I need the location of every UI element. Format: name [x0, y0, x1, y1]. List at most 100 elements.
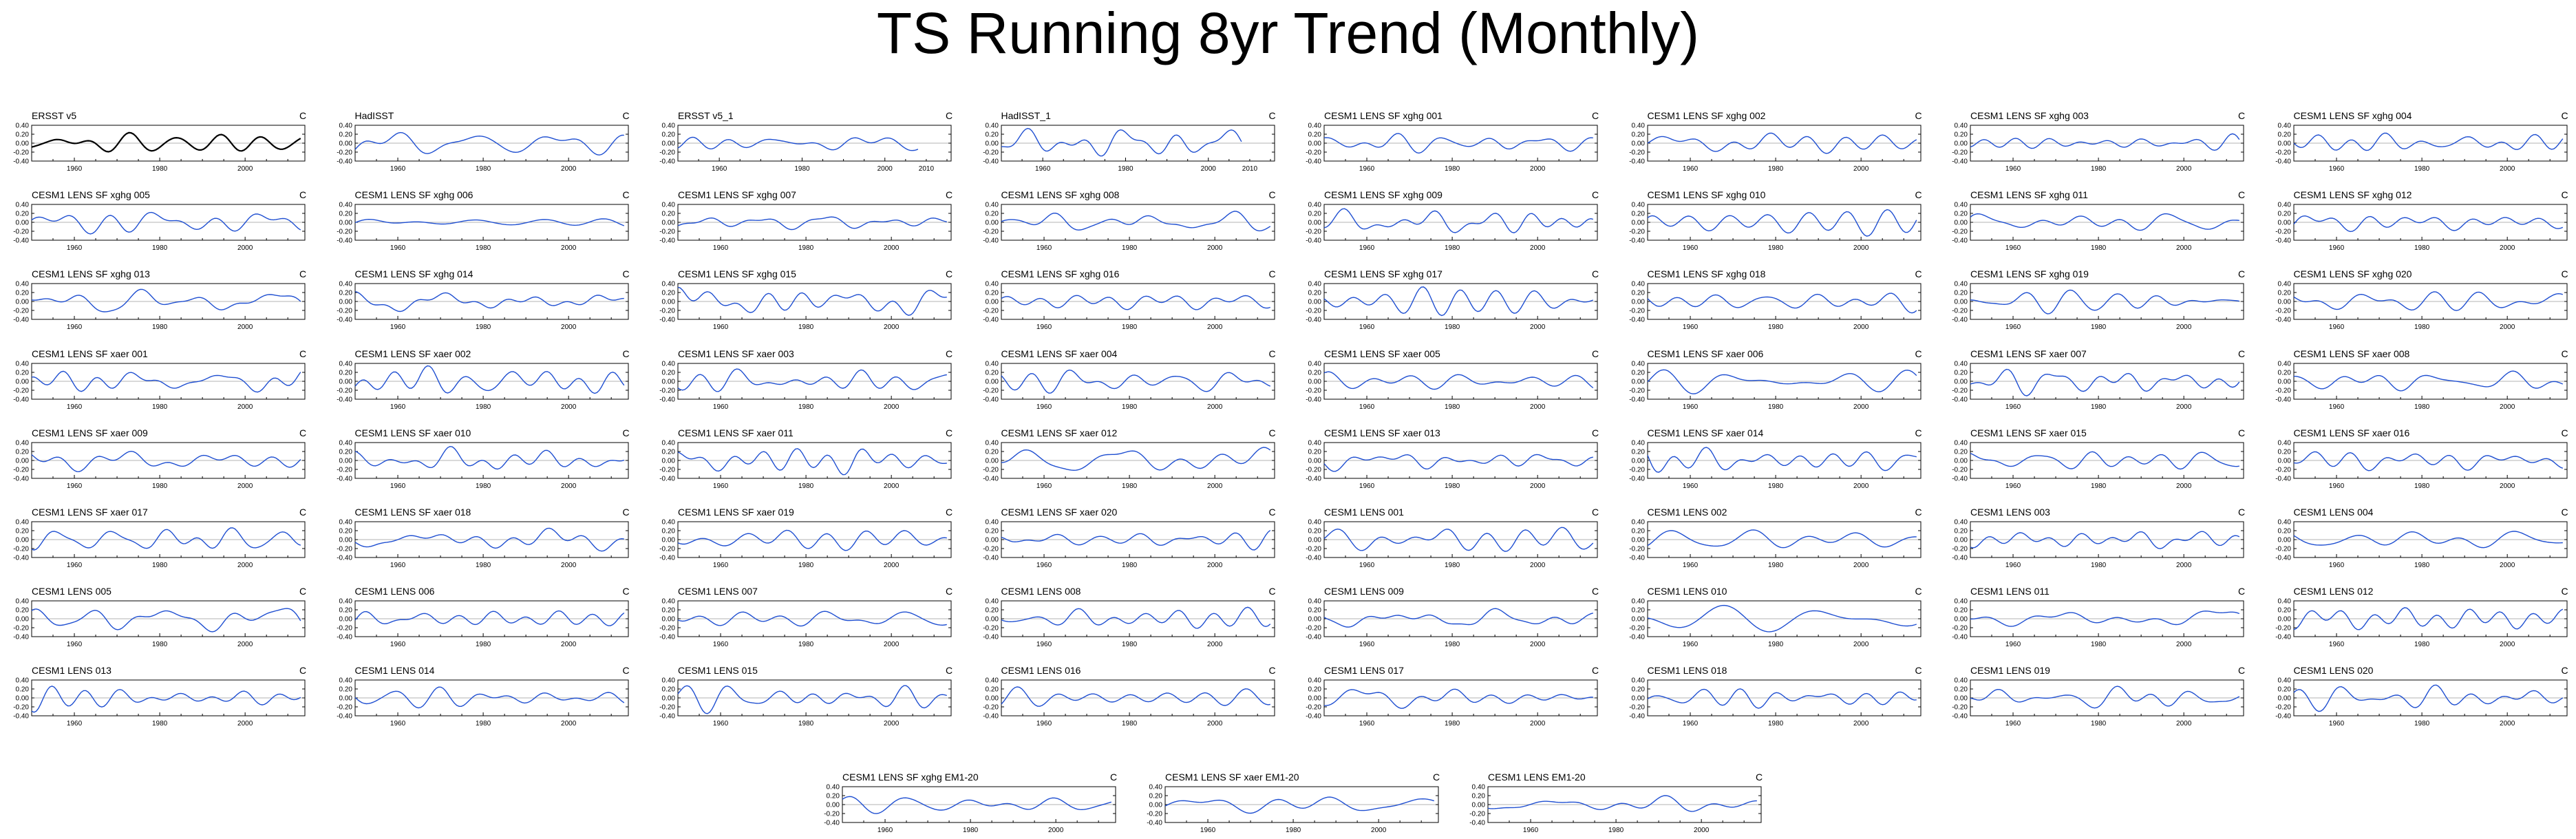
series-line	[1000, 369, 1270, 394]
x-tick-label: 1980	[798, 482, 814, 490]
panel-unit: C	[1268, 507, 1276, 518]
x-tick-label: 2000	[237, 403, 253, 411]
x-tick-label: 1980	[1121, 562, 1137, 569]
series-line	[354, 365, 624, 394]
y-tick-label: -0.40	[659, 158, 675, 166]
x-tick-label: 1980	[1121, 323, 1137, 331]
panel: CESM1 LENS SF xghg 008 C -0.40 -0.20 0.00 0.2…	[983, 189, 1276, 253]
x-tick-label: 2000	[1048, 827, 1064, 834]
series-line	[1647, 209, 1917, 237]
x-tick-label: 1980	[2091, 562, 2107, 569]
x-tick-label: 1980	[1445, 720, 1460, 728]
y-tick-label: 0.00	[2277, 457, 2291, 465]
x-tick-label: 2000	[884, 720, 900, 728]
panel: CESM1 LENS SF xaer 003 C -0.40 -0.20 0.00 0.2…	[659, 348, 952, 412]
panel: CESM1 LENS 017 C -0.40 -0.20 0.00 0.20 0.40 196…	[1306, 665, 1599, 728]
y-tick-label: 0.20	[1631, 211, 1645, 218]
panel-unit: C	[1592, 427, 1599, 438]
y-tick-label: 0.20	[1308, 290, 1322, 297]
y-tick-label: -0.20	[2275, 466, 2291, 474]
y-tick-label: 0.00	[1955, 140, 1968, 148]
x-tick-label: 2000	[2500, 482, 2515, 490]
y-tick-label: 0.00	[1631, 695, 1645, 703]
x-tick-label: 2000	[237, 323, 253, 331]
y-tick-label: 0.00	[985, 378, 999, 385]
panel-title: CESM1 LENS SF xaer 005	[1324, 348, 1440, 359]
y-tick-label: 0.40	[16, 123, 30, 130]
y-tick-label: 0.00	[2277, 220, 2291, 227]
x-tick-label: 1960	[2005, 641, 2021, 648]
y-tick-label: -0.20	[1306, 546, 1321, 553]
panel-title: CESM1 LENS 013	[32, 665, 111, 677]
y-tick-label: -0.40	[983, 713, 999, 721]
y-tick-label: -0.40	[983, 396, 999, 403]
panel-unit: C	[622, 586, 630, 597]
y-tick-label: 0.00	[985, 220, 999, 227]
panel: CESM1 LENS 002 C -0.40 -0.20 0.00 0.20 0.40 196…	[1629, 507, 1922, 570]
y-tick-label: 0.00	[985, 537, 999, 544]
panel-title: CESM1 LENS SF xghg 002	[1647, 110, 1766, 121]
panel: CESM1 LENS SF xghg 015 C -0.40 -0.20 0.00 0.2…	[659, 268, 952, 332]
x-tick-label: 1980	[2091, 720, 2107, 728]
y-tick-label: 0.40	[339, 202, 352, 209]
x-tick-label: 2000	[1530, 482, 1546, 490]
panel-title: CESM1 LENS 002	[1647, 507, 1727, 518]
y-tick-label: 0.40	[1955, 677, 1968, 685]
y-tick-label: -0.40	[1952, 158, 1968, 166]
y-tick-label: -0.40	[337, 317, 352, 324]
y-tick-label: -0.20	[659, 308, 675, 315]
panel: CESM1 LENS SF xghg 018 C -0.40 -0.20 0.00 0.2…	[1629, 268, 1922, 332]
x-tick-label: 1960	[1359, 165, 1375, 173]
panel-unit: C	[2561, 507, 2568, 518]
panel-title: CESM1 LENS SF xaer 014	[1647, 427, 1764, 438]
x-tick-label: 1980	[1767, 641, 1783, 648]
panel: CESM1 LENS SF xghg 017 C -0.40 -0.20 0.00 0.2…	[1306, 268, 1599, 332]
x-tick-label: 1980	[475, 482, 491, 490]
x-tick-label: 1980	[2414, 165, 2429, 173]
x-tick-label: 2000	[2500, 165, 2515, 173]
y-tick-label: -0.20	[13, 546, 29, 553]
y-tick-label: 0.40	[1631, 123, 1645, 130]
x-tick-label: 1960	[1359, 323, 1375, 331]
y-tick-label: -0.20	[1952, 387, 1968, 394]
panel-unit: C	[299, 665, 307, 677]
x-tick-label: 2000	[2176, 720, 2192, 728]
y-tick-label: 0.00	[2277, 299, 2291, 306]
y-tick-label: 0.00	[985, 457, 999, 465]
panel: CESM1 LENS SF xaer 009 C -0.40 -0.20 0.00 0.2…	[13, 427, 306, 491]
panel-unit: C	[2238, 507, 2246, 518]
panel: CESM1 LENS 003 C -0.40 -0.20 0.00 0.20 0.40 196…	[1952, 507, 2246, 570]
y-tick-label: 0.00	[1631, 537, 1645, 544]
x-tick-label: 2000	[1694, 827, 1710, 834]
y-tick-label: 0.40	[339, 281, 352, 288]
x-tick-label: 2000	[2176, 482, 2192, 490]
y-tick-label: 0.20	[985, 131, 999, 139]
panel: CESM1 LENS SF xghg 001 C -0.40 -0.20 0.00 0.2…	[1306, 110, 1599, 173]
panel-title: CESM1 LENS SF xghg 020	[2293, 268, 2412, 280]
y-tick-label: 0.20	[1308, 607, 1322, 615]
panel: CESM1 LENS 016 C -0.40 -0.20 0.00 0.20 0.40 196…	[983, 665, 1276, 728]
panel: CESM1 LENS SF xghg 007 C -0.40 -0.20 0.00 0.2…	[659, 189, 952, 253]
panel-title: CESM1 LENS EM1-20	[1488, 772, 1586, 783]
y-tick-label: -0.20	[13, 625, 29, 633]
y-tick-label: 0.40	[2277, 202, 2291, 209]
y-tick-label: 0.40	[339, 519, 352, 527]
x-tick-label: 1960	[713, 244, 729, 252]
y-tick-label: -0.20	[2275, 625, 2291, 633]
y-tick-label: 0.00	[16, 220, 30, 227]
x-tick-label: 2000	[884, 244, 900, 252]
y-tick-label: 0.40	[16, 598, 30, 606]
y-tick-label: 0.40	[2277, 439, 2291, 447]
x-tick-label: 1960	[67, 482, 83, 490]
y-tick-label: 0.40	[339, 439, 352, 447]
panel-title: CESM1 LENS SF xaer 016	[2293, 427, 2410, 438]
y-tick-label: 0.00	[1308, 299, 1322, 306]
